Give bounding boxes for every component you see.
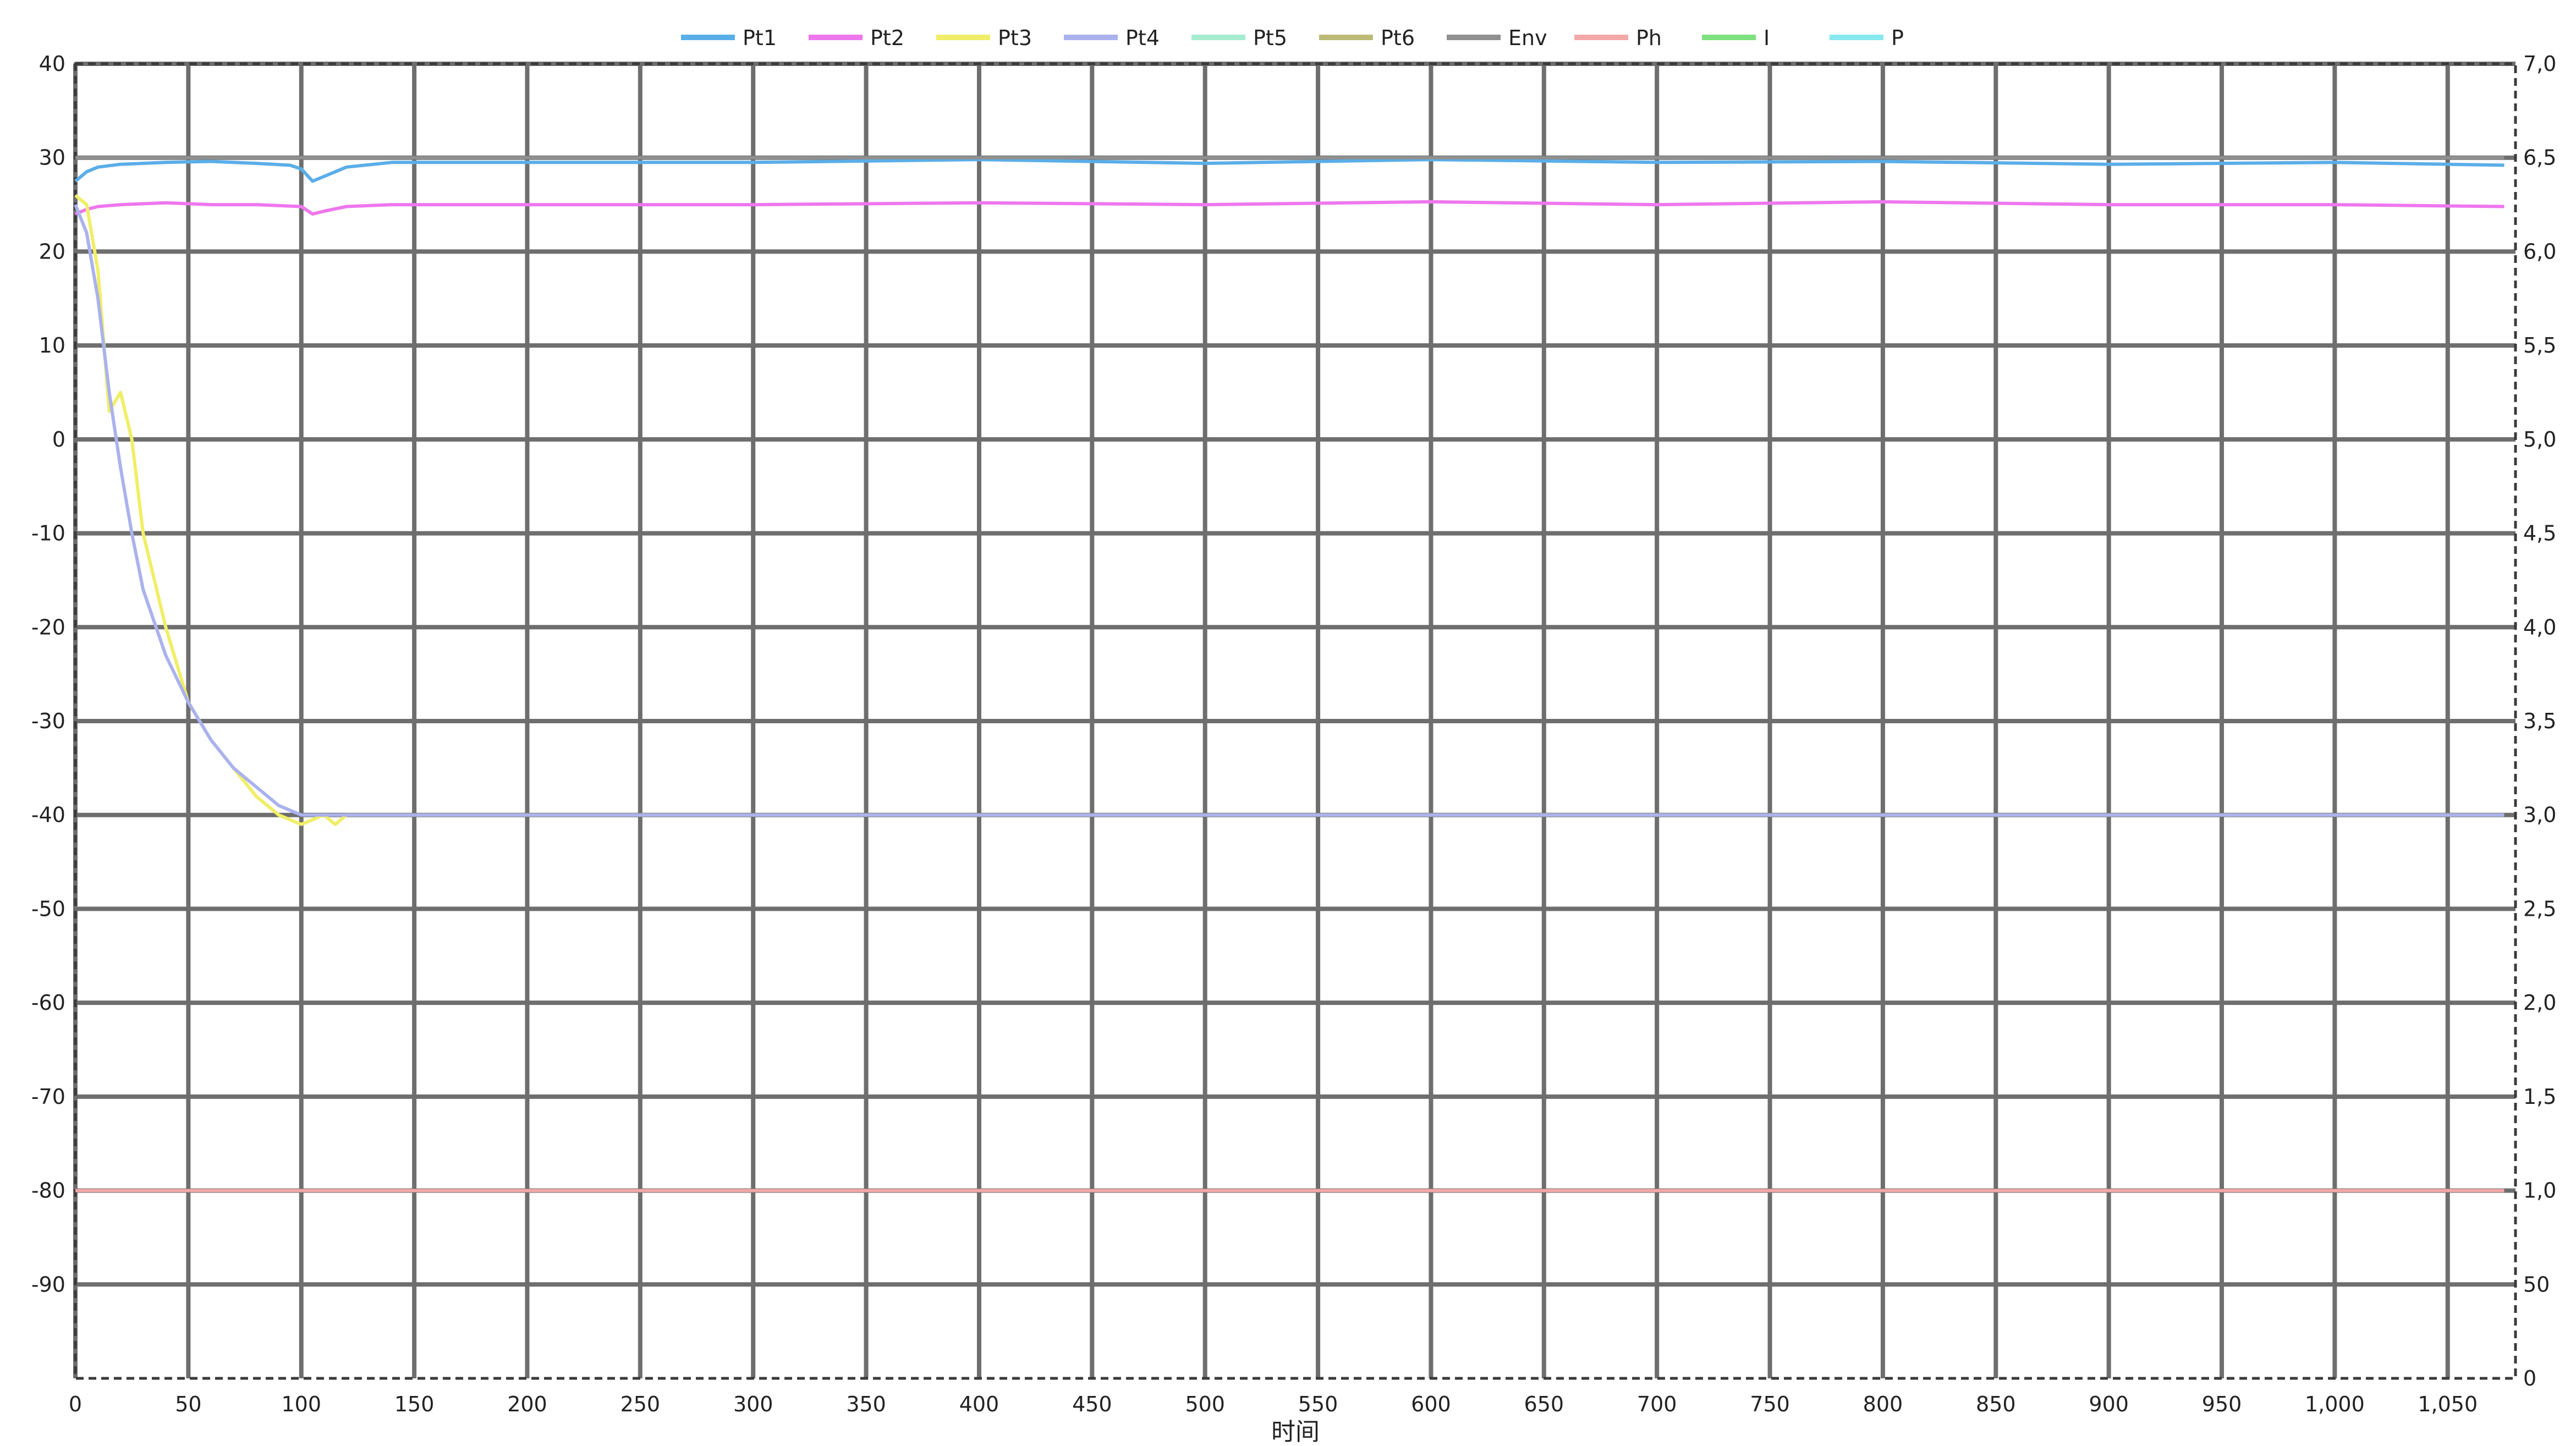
y2-tick-label: 3,5 (2523, 709, 2556, 733)
y2-tick-label: 6,0 (2523, 239, 2556, 263)
x-tick-label: 1,050 (2418, 1392, 2478, 1416)
x-tick-label: 200 (507, 1392, 547, 1416)
x-tick-label: 700 (1637, 1392, 1677, 1416)
x-tick-label: 650 (1524, 1392, 1564, 1416)
x-tick-label: 100 (281, 1392, 321, 1416)
series-line-pt1 (74, 158, 2504, 183)
legend-label: P (1891, 26, 1904, 50)
x-tick-label: 550 (1298, 1392, 1338, 1416)
y-tick-label: 20 (39, 239, 65, 263)
y-tick-label: -90 (31, 1272, 65, 1296)
legend-swatch (1191, 35, 1245, 40)
legend-swatch (681, 35, 735, 40)
y2-tick-label: 6,5 (2523, 146, 2556, 170)
x-tick-label: 750 (1750, 1392, 1790, 1416)
series-line-pt4 (74, 204, 2504, 817)
legend-swatch (1319, 35, 1373, 40)
legend-label: I (1764, 26, 1770, 50)
y-tick-label: -40 (31, 803, 65, 827)
y2-tick-label: 1,5 (2523, 1085, 2556, 1109)
y-tick-label: 0 (52, 427, 65, 452)
legend-label: Pt1 (743, 26, 777, 50)
x-tick-label: 0 (69, 1392, 82, 1416)
legend-swatch (1447, 35, 1501, 40)
legend-label: Pt4 (1125, 26, 1160, 50)
series-layer (74, 156, 2504, 1192)
x-tick-label: 150 (394, 1392, 435, 1416)
series-line-pt2 (74, 200, 2504, 216)
x-tick-label: 1,000 (2305, 1392, 2365, 1416)
y-tick-label: -80 (31, 1179, 65, 1203)
legend-swatch (1702, 35, 1756, 40)
y2-tick-label: 0 (2523, 1366, 2536, 1390)
x-tick-label: 600 (1411, 1392, 1451, 1416)
x-tick-label: 800 (1863, 1392, 1903, 1416)
legend-label: Pt3 (998, 26, 1032, 50)
legend-label: Pt6 (1381, 26, 1415, 50)
y2-axis-ticks: 7,0 6,5 6,0 5,5 5,0 4,5 4,0 3,5 3,0 2,5 2,0 1,5 1,0 5… (2523, 52, 2556, 1390)
x-tick-label: 850 (1976, 1392, 2016, 1416)
legend-swatch (809, 35, 863, 40)
y-tick-label: -70 (31, 1085, 65, 1109)
x-tick-label: 900 (2089, 1392, 2129, 1416)
y-tick-label: 10 (39, 333, 65, 358)
y-tick-label: 30 (39, 146, 65, 170)
legend-label: Env (1508, 26, 1547, 50)
y-tick-label: -20 (31, 615, 65, 639)
y2-tick-label: 4,0 (2523, 615, 2556, 639)
legend-label: Ph (1636, 26, 1662, 50)
y2-tick-label: 2,5 (2523, 897, 2556, 921)
y-axis-ticks: 40 30 20 10 0 -10 -20 -30 -40 -50 -60 -70 -80 -90 (31, 52, 65, 1296)
y2-tick-label: 7,0 (2523, 52, 2556, 76)
x-tick-label: 50 (175, 1392, 201, 1416)
y2-tick-label: 3,0 (2523, 803, 2556, 827)
legend-swatch (936, 35, 990, 40)
plot-frame (74, 62, 2517, 1380)
y-tick-label: -50 (31, 897, 65, 921)
y-tick-label: -30 (31, 709, 65, 733)
y-tick-label: 40 (39, 52, 65, 76)
x-tick-label: 300 (733, 1392, 773, 1416)
legend-label: Pt5 (1253, 26, 1287, 50)
y2-tick-label: 4,5 (2523, 521, 2556, 546)
x-tick-label: 500 (1185, 1392, 1225, 1416)
y2-tick-label: 5,5 (2523, 333, 2556, 358)
x-tick-label: 950 (2202, 1392, 2242, 1416)
x-tick-label: 250 (620, 1392, 661, 1416)
y2-tick-label: 1,0 (2523, 1179, 2556, 1203)
legend-swatch (1830, 35, 1883, 40)
y2-tick-label: 50 (2523, 1272, 2550, 1296)
y2-tick-label: 5,0 (2523, 427, 2556, 452)
legend-swatch (1574, 35, 1628, 40)
y-tick-label: -10 (31, 521, 65, 546)
x-axis-ticks: 0 50 100 150 200 250 300 350 400 450 500 550 600 650 7… (69, 1392, 2478, 1416)
legend-label: Pt2 (870, 26, 904, 50)
x-tick-label: 450 (1072, 1392, 1112, 1416)
y2-tick-label: 2,0 (2523, 991, 2556, 1015)
x-tick-label: 350 (846, 1392, 886, 1416)
legend-swatch (1064, 35, 1118, 40)
x-axis-label: 时间 (1271, 1418, 1320, 1446)
x-tick-label: 400 (959, 1392, 999, 1416)
y-tick-label: -60 (31, 991, 65, 1015)
legend: Pt1 Pt2 Pt3 Pt4 Pt5 Pt6 Env Ph I P (681, 26, 1904, 50)
